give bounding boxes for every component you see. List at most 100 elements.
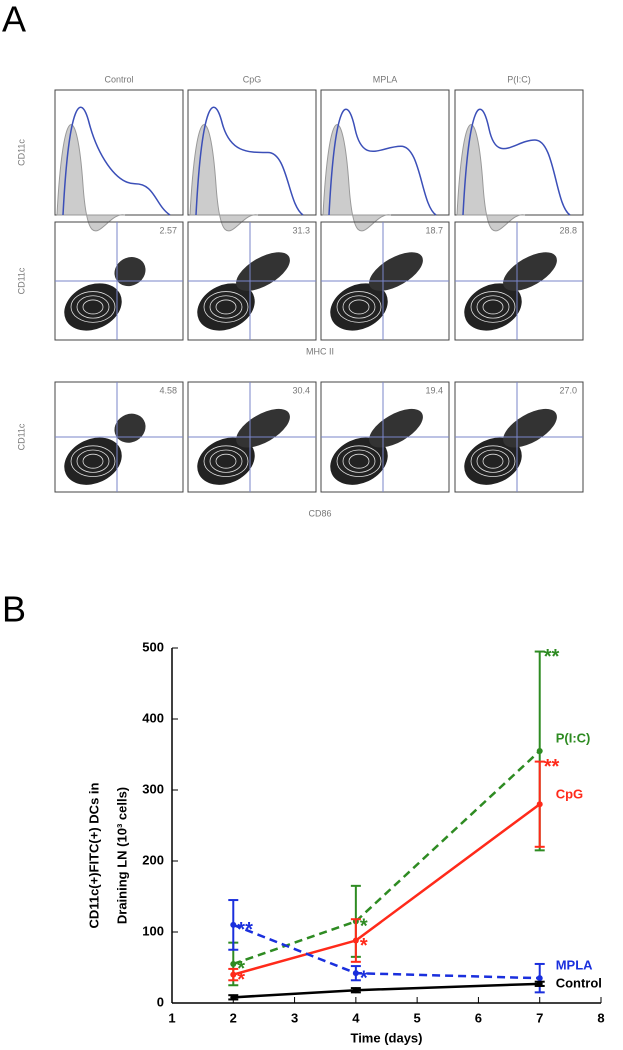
series-label: P(I:C)	[556, 730, 591, 745]
panel-label: B	[2, 589, 26, 630]
contour	[70, 291, 116, 323]
data-point	[536, 975, 543, 982]
isotype-histogram	[189, 124, 259, 232]
series-label: CpG	[556, 787, 583, 802]
x-tick-label: 8	[597, 1010, 604, 1025]
isotype-histogram	[322, 124, 392, 232]
y-tick-label: 0	[157, 994, 164, 1009]
x-tick-label: 3	[291, 1010, 298, 1025]
data-point	[352, 970, 359, 977]
x-axis-label: Time (days)	[350, 1030, 422, 1045]
y-tick-label: 200	[142, 852, 164, 867]
contour	[476, 449, 510, 473]
significance-mark: **	[237, 919, 253, 941]
series-label: MPLA	[556, 958, 593, 973]
contour	[215, 299, 237, 315]
quadrant-percent: 2.57	[159, 225, 177, 235]
y-axis-label: Draining LN (10³ cells)	[114, 787, 129, 924]
data-point	[230, 960, 237, 967]
data-point	[230, 921, 237, 928]
y-tick-label: 400	[142, 710, 164, 725]
panel-b: 0 100 200 300 400 500 1 2 3 4 5 6 7 8 Time (days) CD11c…	[86, 639, 604, 1045]
stained-histogram	[328, 108, 437, 216]
contour	[209, 449, 243, 473]
contour	[215, 453, 237, 469]
significance-mark: **	[544, 646, 560, 668]
contour	[482, 453, 504, 469]
contour	[203, 291, 249, 323]
quadrant-percent: 30.4	[292, 385, 310, 395]
stained-histogram	[462, 108, 571, 216]
row-label: CD11c	[16, 139, 26, 166]
quadrant-percent: 19.4	[425, 385, 443, 395]
contour	[342, 295, 376, 319]
quadrant-percent: 18.7	[425, 225, 443, 235]
contour	[336, 291, 382, 323]
significance-mark: *	[360, 967, 368, 989]
quadrant-percent: 31.3	[292, 225, 310, 235]
row-label: CD11c	[16, 267, 26, 294]
series-line	[232, 750, 541, 966]
column-label: Control	[104, 74, 133, 84]
contour	[70, 445, 116, 478]
significance-mark: *	[237, 958, 245, 980]
column-label: P(I:C)	[507, 74, 531, 84]
contour	[348, 453, 370, 469]
contour	[76, 449, 110, 473]
x-tick-label: 2	[230, 1010, 237, 1025]
data-point	[230, 994, 237, 1001]
isotype-histogram	[56, 124, 126, 232]
row-label: CD11c	[16, 423, 26, 450]
x-tick-label: 4	[352, 1010, 360, 1025]
contour	[82, 453, 104, 469]
significance-mark: **	[544, 756, 560, 778]
data-point	[352, 987, 359, 994]
contour	[476, 295, 510, 319]
contour	[76, 295, 110, 319]
contour	[209, 295, 243, 319]
significance-mark: *	[237, 969, 245, 991]
stained-histogram	[62, 106, 171, 216]
series-line	[233, 982, 540, 999]
data-point	[536, 980, 543, 987]
column-label: MPLA	[373, 74, 398, 84]
contour	[470, 445, 516, 478]
stained-histogram	[195, 106, 304, 216]
contour	[482, 299, 504, 315]
isotype-histogram	[456, 124, 526, 232]
contour	[342, 449, 376, 473]
cell-population	[64, 283, 122, 331]
panel-label: A	[2, 0, 26, 40]
significance-mark: *	[360, 935, 368, 957]
contour	[336, 445, 382, 478]
cell-population	[114, 257, 146, 287]
x-tick-label: 7	[536, 1010, 543, 1025]
data-point	[536, 747, 543, 754]
significance-mark: *	[360, 916, 368, 938]
y-tick-label: 300	[142, 781, 164, 796]
y-tick-label: 500	[142, 639, 164, 654]
contour	[470, 291, 516, 323]
x-tick-label: 5	[414, 1010, 421, 1025]
axis-label: MHC II	[306, 346, 334, 356]
axis-label: CD86	[308, 508, 331, 518]
cell-population	[114, 413, 146, 443]
contour	[82, 299, 104, 315]
quadrant-percent: 4.58	[159, 385, 177, 395]
x-tick-label: 6	[475, 1010, 482, 1025]
contour	[203, 445, 249, 478]
panel-a: Control CpG MPLA P(I:C) CD11c CD11c CD11c 2.57 4…	[16, 74, 584, 518]
contour	[348, 299, 370, 315]
series-line	[232, 803, 541, 976]
x-tick-label: 1	[168, 1010, 175, 1025]
quadrant-percent: 27.0	[559, 385, 577, 395]
y-axis-label: CD11c(+)FITC(+) DCs in	[86, 782, 101, 928]
series-label: Control	[556, 975, 602, 990]
quadrant-percent: 28.8	[559, 225, 577, 235]
column-label: CpG	[243, 74, 262, 84]
data-point	[352, 937, 359, 944]
data-point	[230, 971, 237, 978]
y-tick-label: 100	[142, 923, 164, 938]
series-line	[232, 923, 540, 980]
